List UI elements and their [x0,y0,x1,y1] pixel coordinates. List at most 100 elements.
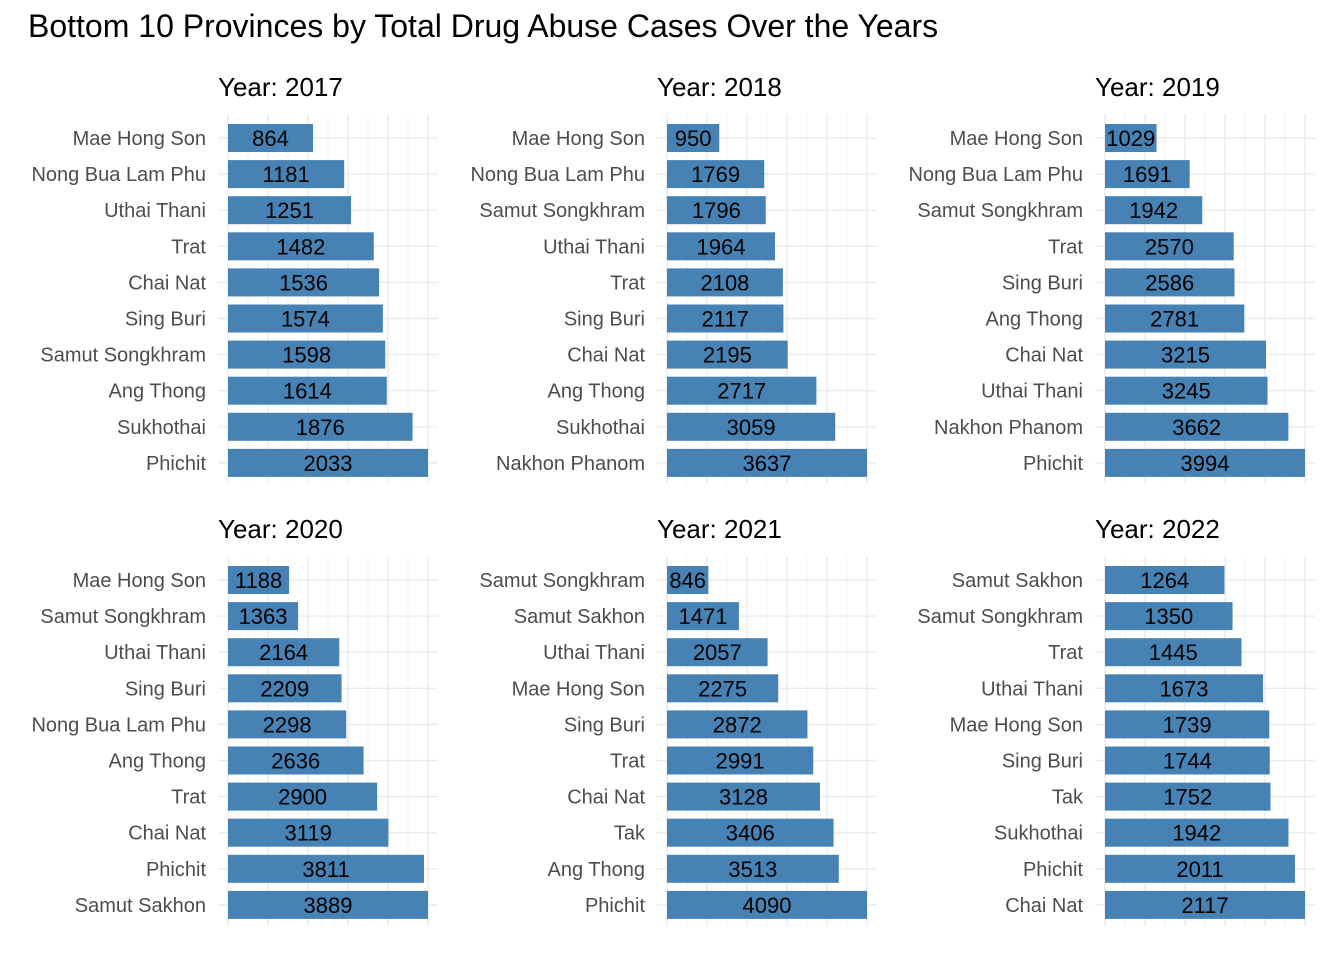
category-label: Sing Buri [1002,751,1083,773]
category-label: Phichit [1023,859,1083,881]
panel-title: Year: 2019 [1095,72,1220,102]
bar [1105,854,1295,883]
bar [1105,674,1264,703]
value-label: 3637 [743,451,792,476]
category-label: Uthai Thani [543,236,645,258]
value-label: 2117 [1181,893,1228,918]
value-label: 1350 [1144,604,1193,629]
facet-panel-0: Year: 2017 864 Mae Hong Son 1181 Nong Bua La… [31,72,438,484]
value-label: 3215 [1161,343,1210,368]
category-label: Samut Songkhram [40,606,206,628]
facet-panel-1: Year: 2018 950 Mae Hong Son 1769 Nong Bua La… [470,72,877,484]
bar [1105,566,1225,594]
value-label: 950 [675,126,712,151]
value-label: 1752 [1163,785,1212,810]
category-label: Mae Hong Son [950,714,1083,736]
facet-panel-2: Year: 2019 1029 Mae Hong Son 1691 Nong Bua L… [908,72,1315,484]
bar [1105,160,1190,189]
bar [667,232,776,261]
bar [667,160,765,189]
bar [1105,124,1157,152]
category-label: Mae Hong Son [73,128,206,150]
facet-panel-5: Year: 2022 1264 Samut Sakhon 1350 Samut Song… [917,514,1315,926]
value-label: 1739 [1163,712,1212,737]
category-label: Sing Buri [1002,272,1083,294]
category-label: Chai Nat [567,345,645,367]
value-label: 1188 [235,568,282,593]
value-label: 3889 [304,893,353,918]
value-label: 1614 [283,379,332,404]
value-label: 3662 [1172,415,1221,440]
bar [1105,710,1270,739]
bar [228,674,342,703]
bar [228,232,374,261]
category-label: Mae Hong Son [950,128,1083,150]
bar [228,602,299,631]
category-label: Uthai Thani [981,678,1083,700]
category-label: Chai Nat [1005,345,1083,367]
value-label: 2991 [716,749,765,774]
value-label: 1876 [296,415,345,440]
bar [228,304,383,333]
bar [667,818,834,847]
facet-panel-4: Year: 2021 846 Samut Songkhram 1471 Samut Sa… [479,514,877,926]
category-label: Nakhon Phanom [934,417,1083,439]
category-label: Trat [1048,642,1083,664]
panel-title: Year: 2020 [218,514,343,544]
value-label: 1598 [282,343,331,368]
bar [667,340,788,369]
bar [667,412,836,441]
bar [228,638,340,667]
value-label: 2717 [717,379,766,404]
bar [1105,412,1289,441]
category-label: Trat [610,751,645,773]
bar [228,412,413,441]
category-label: Tak [614,823,646,845]
value-label: 2586 [1145,270,1194,295]
value-label: 3245 [1162,379,1211,404]
category-label: Trat [1048,236,1083,258]
bar [228,268,380,297]
bar [667,124,720,152]
category-label: Sing Buri [125,309,206,331]
category-label: Phichit [146,859,206,881]
value-label: 2033 [304,451,353,476]
category-label: Chai Nat [567,787,645,809]
value-label: 2900 [278,785,327,810]
category-label: Phichit [1023,453,1083,475]
bar [228,566,290,594]
bar [667,448,867,477]
value-label: 1942 [1172,821,1221,846]
bar [1105,890,1305,919]
bar [228,710,347,739]
value-label: 2872 [713,712,762,737]
value-label: 1964 [697,234,746,259]
bar [1105,196,1203,225]
bar [1105,268,1235,297]
value-label: 2275 [698,676,747,701]
bar [667,854,839,883]
category-label: Uthai Thani [981,381,1083,403]
value-label: 1445 [1149,640,1198,665]
category-label: Chai Nat [1005,895,1083,917]
category-label: Ang Thong [548,381,646,403]
category-label: Tak [1052,787,1084,809]
chart-title: Bottom 10 Provinces by Total Drug Abuse … [28,8,939,44]
value-label: 864 [252,126,289,151]
bar [228,160,345,189]
category-label: Mae Hong Son [73,570,206,592]
value-label: 2298 [263,712,312,737]
category-label: Ang Thong [986,309,1084,331]
category-label: Sukhothai [117,417,206,439]
value-label: 1942 [1129,198,1178,223]
category-label: Ang Thong [109,751,207,773]
value-label: 3811 [302,857,349,882]
value-label: 3119 [285,821,332,846]
bar [667,304,784,333]
value-label: 1769 [691,162,740,187]
bar [228,818,389,847]
value-label: 1482 [276,234,325,259]
bar [667,566,709,594]
value-label: 2781 [1150,307,1199,332]
